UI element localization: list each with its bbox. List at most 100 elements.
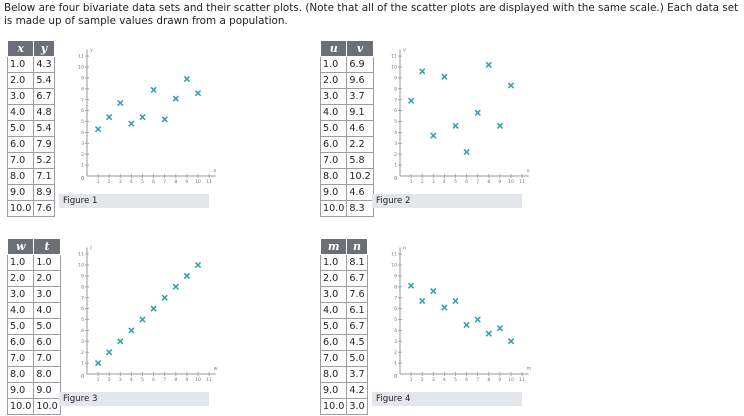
y-tick-label: 4 (394, 130, 397, 136)
x-tick-label: 8 (487, 179, 490, 185)
table-cell-x: 9.0 (6, 382, 35, 399)
y-tick-label: 10 (391, 263, 397, 269)
table-cell-x: 2.0 (319, 72, 348, 89)
table-row: 7.0 5.8 (319, 152, 374, 169)
table-cell-x: 5.0 (6, 318, 35, 335)
x-tick-label: 1 (410, 377, 413, 383)
y-tick-label: 3 (394, 141, 397, 147)
y-tick-label: 3 (81, 141, 84, 147)
column-header-y: n (346, 238, 368, 255)
data-table: x y 1.0 4.3 2.0 5.4 3.0 6.7 4.0 4.8 5.0 5.4 6.0 7.9 7.… (6, 40, 55, 217)
x-tick-label: 9 (498, 377, 501, 383)
y-tick-label: 8 (81, 284, 84, 290)
origin-label: 0 (81, 374, 84, 380)
y-tick-label: 9 (394, 76, 397, 82)
table-row: 5.0 5.4 (6, 120, 55, 137)
x-tick-label: 4 (130, 377, 133, 383)
y-tick-label: 5 (81, 317, 84, 323)
table-cell-y: 7.6 (33, 200, 55, 217)
y-tick-label: 3 (81, 339, 84, 345)
scatter-point (496, 122, 504, 129)
x-tick-label: 8 (487, 377, 490, 383)
x-tick-label: 4 (443, 377, 446, 383)
x-tick-label: 5 (454, 179, 457, 185)
table-row: 4.0 6.1 (319, 302, 368, 319)
table-row: 3.0 7.6 (319, 286, 368, 303)
x-tick-label: 2 (108, 377, 111, 383)
table-cell-y: 7.1 (33, 168, 55, 185)
table-cell-y: 4.0 (33, 302, 61, 319)
table-cell-y: 9.6 (346, 72, 374, 89)
table-row: 10.0 8.3 (319, 200, 374, 217)
x-tick-label: 1 (97, 377, 100, 383)
scatter-point (106, 349, 113, 356)
table-cell-y: 8.1 (346, 254, 368, 271)
table-cell-x: 6.0 (6, 136, 35, 153)
x-tick-label: 7 (476, 377, 479, 383)
table-cell-x: 1.0 (6, 254, 35, 271)
table-cell-x: 4.0 (6, 302, 35, 319)
table-cell-x: 3.0 (6, 286, 35, 303)
table-cell-x: 8.0 (6, 366, 35, 383)
table-cell-x: 7.0 (6, 152, 35, 169)
x-tick-label: 2 (421, 377, 424, 383)
table-row: 1.0 8.1 (319, 254, 368, 271)
scatter-point (452, 297, 459, 305)
x-tick-label: 1 (410, 179, 413, 185)
scatter-point (161, 116, 168, 123)
scatter-point (194, 261, 202, 269)
x-tick-label: 11 (206, 179, 212, 185)
table-row: 7.0 5.2 (6, 152, 55, 169)
column-header-y: v (346, 40, 374, 57)
y-tick-label: 1 (394, 163, 397, 169)
table-cell-x: 7.0 (319, 350, 348, 367)
scatter-point (172, 283, 179, 290)
table-cell-x: 1.0 (6, 56, 35, 73)
y-tick-label: 5 (394, 317, 397, 323)
y-tick-label: 5 (81, 119, 84, 125)
table-cell-y: 7.6 (346, 286, 368, 303)
table-row: 5.0 6.7 (319, 318, 368, 335)
y-axis-label: v (403, 48, 407, 54)
table-cell-x: 2.0 (6, 270, 35, 287)
y-tick-label: 6 (394, 108, 397, 114)
table-cell-y: 10.2 (346, 168, 374, 185)
column-header-x: m (319, 238, 348, 255)
scatter-point (485, 61, 492, 68)
scatter-point (430, 288, 437, 295)
scatter-point (150, 86, 157, 94)
table-cell-y: 2.0 (33, 270, 61, 287)
table-row: 6.0 7.9 (6, 136, 55, 153)
table-cell-x: 3.0 (319, 286, 348, 303)
instructions-text: Below are four bivariate data sets and t… (4, 2, 739, 27)
table-cell-x: 8.0 (319, 168, 348, 185)
table-cell-y: 9.0 (33, 382, 61, 399)
x-tick-label: 9 (185, 377, 188, 383)
table-cell-x: 1.0 (319, 254, 348, 271)
y-tick-label: 1 (81, 163, 84, 169)
scatter-point (507, 338, 515, 345)
figure-caption: Figure 2 (372, 194, 522, 208)
column-header-y: y (33, 40, 55, 57)
x-tick-label: 5 (141, 179, 144, 185)
data-table: w t 1.0 1.0 2.0 2.0 3.0 3.0 4.0 4.0 5.0 5.0 6.0 6.0 7.… (6, 238, 61, 415)
table-row: 8.0 7.1 (6, 168, 55, 185)
table-cell-x: 9.0 (319, 184, 348, 201)
x-tick-label: 7 (476, 179, 479, 185)
table-row: 4.0 9.1 (319, 104, 374, 121)
scatter-point (117, 99, 124, 107)
table-row: 1.0 6.9 (319, 56, 374, 73)
y-axis-label: t (90, 246, 93, 252)
table-cell-y: 4.6 (346, 184, 374, 201)
origin-label: 0 (394, 176, 397, 182)
table-cell-y: 4.6 (346, 120, 374, 137)
table-cell-x: 5.0 (6, 120, 35, 137)
table-row: 8.0 10.2 (319, 168, 374, 185)
table-cell-x: 7.0 (6, 350, 35, 367)
y-tick-label: 3 (394, 339, 397, 345)
scatter-point (441, 73, 448, 80)
